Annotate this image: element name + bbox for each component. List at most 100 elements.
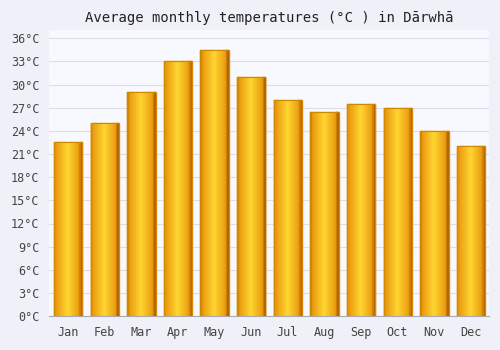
- Bar: [96, 123, 97, 316]
- Bar: [111, 123, 112, 316]
- Bar: [401, 108, 402, 316]
- Bar: [278, 100, 280, 316]
- Bar: [347, 104, 348, 316]
- Bar: [424, 131, 426, 316]
- Bar: [336, 112, 338, 316]
- Bar: [420, 131, 421, 316]
- Bar: [90, 123, 92, 316]
- Bar: [328, 112, 329, 316]
- Bar: [316, 112, 317, 316]
- Bar: [478, 146, 480, 316]
- Bar: [91, 123, 92, 316]
- Bar: [116, 123, 118, 316]
- Bar: [368, 104, 369, 316]
- Bar: [457, 146, 458, 316]
- Bar: [59, 142, 60, 316]
- Bar: [386, 108, 388, 316]
- Bar: [176, 61, 178, 316]
- Bar: [300, 100, 302, 316]
- Bar: [332, 112, 333, 316]
- Bar: [374, 104, 376, 316]
- Bar: [112, 123, 113, 316]
- Bar: [299, 100, 300, 316]
- Bar: [172, 61, 173, 316]
- Bar: [206, 50, 207, 316]
- Bar: [137, 92, 138, 316]
- Bar: [104, 123, 106, 316]
- Bar: [102, 123, 104, 316]
- Bar: [356, 104, 357, 316]
- Bar: [483, 146, 484, 316]
- Bar: [435, 131, 436, 316]
- Bar: [286, 100, 287, 316]
- Bar: [64, 142, 66, 316]
- Bar: [276, 100, 278, 316]
- Bar: [127, 92, 128, 316]
- Bar: [211, 50, 212, 316]
- Bar: [428, 131, 429, 316]
- Bar: [90, 123, 91, 316]
- Bar: [335, 112, 336, 316]
- Bar: [425, 131, 426, 316]
- Bar: [60, 142, 61, 316]
- Bar: [406, 108, 407, 316]
- Bar: [430, 131, 431, 316]
- Bar: [289, 100, 290, 316]
- Bar: [360, 104, 361, 316]
- Bar: [74, 142, 75, 316]
- Bar: [144, 92, 145, 316]
- Bar: [397, 108, 398, 316]
- Bar: [92, 123, 94, 316]
- Bar: [437, 131, 438, 316]
- Bar: [474, 146, 476, 316]
- Bar: [150, 92, 152, 316]
- Bar: [54, 142, 56, 316]
- Bar: [384, 108, 385, 316]
- Bar: [245, 77, 246, 316]
- Bar: [445, 131, 446, 316]
- Bar: [319, 112, 320, 316]
- Bar: [420, 131, 421, 316]
- Bar: [460, 146, 461, 316]
- Bar: [385, 108, 386, 316]
- Bar: [106, 123, 108, 316]
- Bar: [215, 50, 216, 316]
- Bar: [350, 104, 352, 316]
- Bar: [322, 112, 323, 316]
- Bar: [398, 108, 399, 316]
- Bar: [70, 142, 71, 316]
- Bar: [354, 104, 355, 316]
- Bar: [259, 77, 260, 316]
- Bar: [262, 77, 264, 316]
- Bar: [280, 100, 281, 316]
- Bar: [66, 142, 68, 316]
- Bar: [396, 108, 397, 316]
- Bar: [462, 146, 464, 316]
- Bar: [372, 104, 374, 316]
- Bar: [404, 108, 406, 316]
- Bar: [100, 123, 102, 316]
- Bar: [218, 50, 220, 316]
- Bar: [186, 61, 187, 316]
- Bar: [187, 61, 188, 316]
- Bar: [164, 61, 166, 316]
- Bar: [154, 92, 155, 316]
- Bar: [352, 104, 354, 316]
- Bar: [347, 104, 348, 316]
- Bar: [116, 123, 117, 316]
- Bar: [468, 146, 469, 316]
- Bar: [282, 100, 283, 316]
- Bar: [402, 108, 404, 316]
- Bar: [257, 77, 258, 316]
- Bar: [482, 146, 483, 316]
- Bar: [466, 146, 467, 316]
- Bar: [333, 112, 334, 316]
- Bar: [166, 61, 168, 316]
- Bar: [130, 92, 132, 316]
- Bar: [76, 142, 78, 316]
- Bar: [484, 146, 485, 316]
- Bar: [146, 92, 147, 316]
- Bar: [174, 61, 175, 316]
- Bar: [180, 61, 182, 316]
- Bar: [296, 100, 297, 316]
